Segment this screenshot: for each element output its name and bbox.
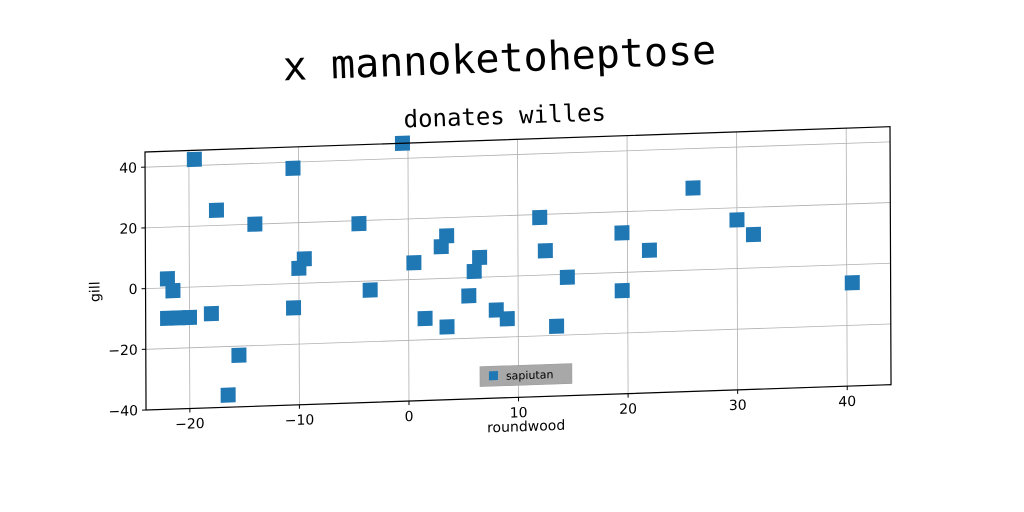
data-point [285,160,301,176]
data-point [406,255,422,271]
x-gridline [845,128,848,387]
data-point [362,282,378,298]
y-gridline [145,262,891,289]
data-point [417,310,433,327]
data-point [181,309,198,326]
x-gridline [736,131,739,390]
x-gridline [297,146,300,405]
y-tick-label: 20 [119,221,137,238]
data-point [685,180,701,196]
data-point [466,263,482,280]
y-axis-label: gill [88,281,104,302]
data-point [641,242,657,258]
data-point [247,216,263,232]
data-point [159,270,175,287]
data-point [439,319,455,335]
data-point [296,251,312,267]
x-axis-label: roundwood [487,418,565,437]
x-gridline [407,143,410,402]
data-point [729,212,745,228]
y-tick-label: −40 [108,403,138,420]
x-tick-label: −10 [285,412,315,429]
data-point [351,215,367,232]
x-tick-label: 10 [510,405,528,422]
y-gridline [145,323,891,350]
data-point [559,269,575,286]
data-point [745,226,761,243]
data-point [286,300,302,316]
data-point [220,387,236,403]
x-tick-label: 30 [729,398,747,415]
y-gridline [145,202,891,229]
data-point [165,282,181,299]
data-point [532,209,548,226]
data-point [499,311,515,327]
x-gridline [517,139,519,398]
data-point [461,288,477,304]
x-tick-label: −20 [175,416,205,433]
data-point [537,242,553,259]
data-point [203,305,219,322]
legend: sapiutan [479,363,573,387]
data-point [208,202,224,219]
data-point [439,228,455,244]
data-point [472,249,488,266]
x-tick-label: 0 [405,409,414,425]
y-tick-label: 0 [129,282,138,298]
legend-marker [488,371,498,381]
x-tick-label: 20 [619,401,637,418]
tick-labels: −20 −10 0 10 20 30 40 −40 −20 0 20 40 [108,160,856,433]
data-point [614,225,630,241]
data-point [231,347,247,363]
y-tick-label: −20 [108,343,138,360]
x-gridline [188,150,191,409]
y-tick-label: 40 [119,160,137,177]
plot-area: −20 −10 0 10 20 30 40 −40 −20 0 20 40 roundwood gil… [88,126,892,437]
x-gridline [626,135,629,394]
data-point [614,282,630,299]
data-point [186,151,202,168]
legend-label: sapiutan [506,368,554,383]
y-gridline [145,141,891,168]
x-tick-label: 40 [838,394,856,411]
data-point [844,275,860,291]
legend-box [479,363,573,387]
data-point [549,318,565,334]
